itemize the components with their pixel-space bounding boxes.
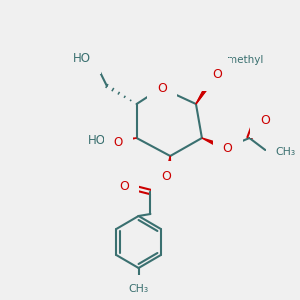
Text: O: O <box>119 181 129 194</box>
Text: O: O <box>212 68 222 80</box>
Text: CH₃: CH₃ <box>275 147 295 157</box>
Polygon shape <box>166 156 171 174</box>
Polygon shape <box>196 70 218 104</box>
Text: methyl: methyl <box>232 55 266 65</box>
Text: O: O <box>223 142 232 155</box>
Text: O: O <box>114 136 123 149</box>
Text: HO: HO <box>73 52 91 64</box>
Polygon shape <box>109 138 136 145</box>
Text: O: O <box>161 170 171 184</box>
Text: O: O <box>158 82 167 94</box>
Text: O: O <box>218 64 228 77</box>
Text: methyl: methyl <box>227 55 264 65</box>
Polygon shape <box>196 73 218 104</box>
Text: O: O <box>260 115 270 128</box>
Text: HO: HO <box>88 134 106 148</box>
Text: CH₃: CH₃ <box>128 284 148 294</box>
Polygon shape <box>202 138 227 151</box>
